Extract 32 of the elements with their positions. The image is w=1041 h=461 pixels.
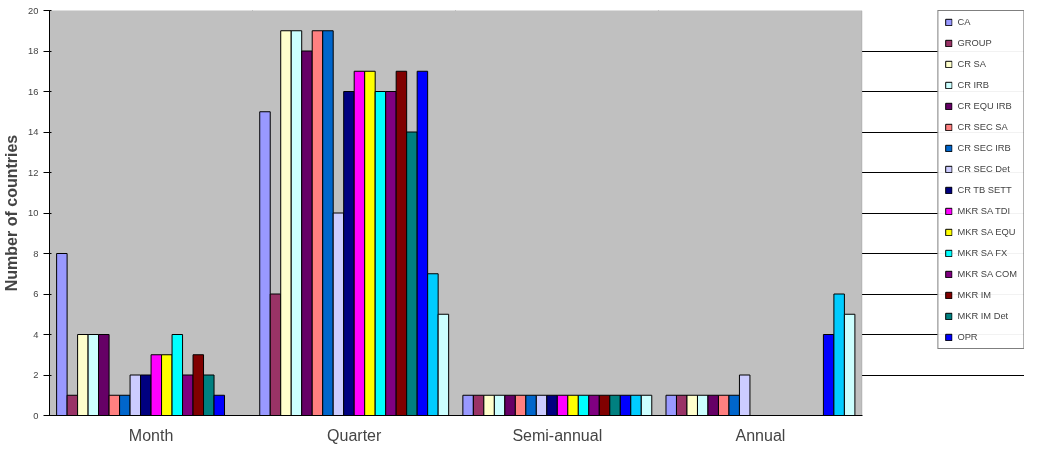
legend-label: CR SEC IRB — [957, 143, 1011, 153]
y-tick-label: 18 — [28, 46, 39, 56]
y-tick-label: 8 — [33, 248, 39, 259]
legend-label: MKR IM — [957, 290, 992, 300]
y-tick-label: 2 — [33, 370, 39, 380]
y-tick-label: 10 — [28, 208, 39, 218]
legend-label: CR SEC Det — [957, 164, 1010, 174]
x-tick-label: Semi-annual — [512, 426, 603, 444]
y-tick-label: 14 — [28, 127, 39, 137]
legend-label: MKR IM Det — [957, 311, 1009, 321]
y-tick-label: 0 — [33, 410, 39, 421]
legend-label: GROUP — [957, 38, 992, 48]
legend-label: MKR SA COM — [957, 269, 1017, 279]
legend-label: MKR SA EQU — [957, 227, 1016, 237]
legend-label: CR SEC SA — [957, 122, 1008, 132]
legend-label: CR IRB — [957, 80, 990, 90]
y-tick-label: 20 — [28, 5, 39, 16]
legend-label: MKR SA FX — [957, 248, 1008, 258]
legend-label: CR EQU IRB — [957, 101, 1012, 111]
y-tick-label: 16 — [28, 86, 39, 97]
y-tick-label: 6 — [33, 289, 39, 299]
legend-label: CR TB SETT — [957, 185, 1012, 195]
legend-label: OPR — [957, 332, 978, 342]
x-tick-label: Month — [128, 426, 174, 444]
y-tick-label: 12 — [28, 167, 39, 178]
legend-label: MKR SA TDI — [957, 206, 1011, 216]
legend-label: CA — [957, 17, 972, 27]
y-tick-label: 4 — [33, 329, 39, 340]
y-axis-title: Number of countries — [3, 134, 21, 292]
x-tick-label: Quarter — [327, 426, 382, 444]
legend-label: CR SA — [957, 59, 986, 69]
x-tick-label: Annual — [735, 426, 786, 444]
